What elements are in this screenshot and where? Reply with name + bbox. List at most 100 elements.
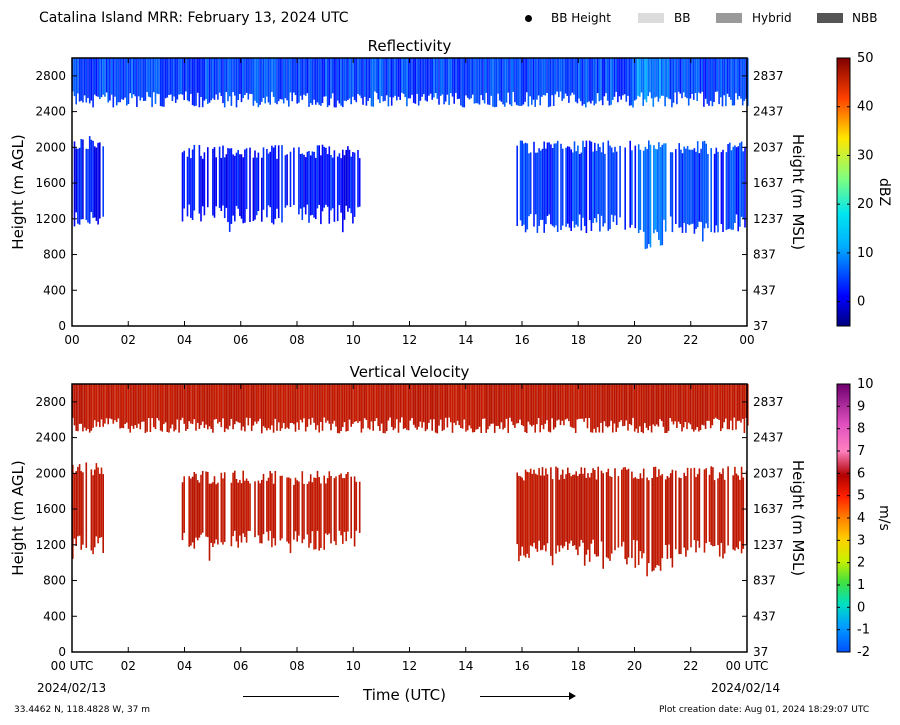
y-tick-label-right: 1237 [753,212,784,226]
data-column [423,58,425,95]
data-column [358,481,361,533]
data-column [637,58,639,96]
data-column [669,58,671,100]
data-column [682,58,685,93]
data-column [80,58,82,101]
page-title: Catalina Island MRR: February 13, 2024 U… [39,10,349,26]
data-column [573,58,575,95]
data-column [212,482,214,547]
creation-date: Plot creation date: Aug 01, 2024 18:29:0… [659,705,870,715]
data-column [399,58,401,100]
data-column [303,154,305,208]
data-column [379,384,381,431]
data-column [615,384,617,432]
data-column [615,58,617,92]
data-column [722,149,724,232]
data-column [569,384,572,427]
data-column [320,483,322,548]
data-column [75,148,77,213]
data-column [369,58,371,98]
data-column [650,58,653,99]
data-column [625,58,628,102]
data-column [743,384,746,433]
colorbar-tick-label: 30 [857,148,874,163]
data-column [526,471,529,554]
data-column [588,140,591,221]
data-column [404,384,406,429]
data-column [274,58,277,103]
data-column [82,58,84,103]
data-column [149,384,152,432]
data-column [649,58,651,93]
data-column [725,58,727,107]
data-column [649,384,651,426]
data-column [261,58,263,102]
data-column [284,155,287,208]
data-column [586,384,589,429]
data-column [166,384,169,432]
x-tick-label: 00 [64,333,79,347]
data-column [173,384,175,432]
data-column [426,58,428,102]
data-column [453,384,455,423]
data-column [186,58,189,101]
data-column [502,384,504,430]
data-column [242,157,244,224]
data-column [575,151,577,225]
y-tick-label-right: 837 [753,248,776,262]
data-column [239,479,241,536]
data-column [691,149,694,224]
data-column [600,152,603,216]
data-column [537,384,540,418]
data-column [210,384,212,429]
data-column [107,384,109,425]
data-column [461,384,464,429]
data-column [328,471,331,534]
data-column [674,384,676,422]
data-column [468,384,471,426]
data-column [686,384,688,430]
data-column [543,141,545,233]
data-column [718,384,720,420]
data-column [713,58,715,102]
y-axis-label-right: Height (m MSL) [789,460,807,576]
data-column [372,384,374,431]
data-column [696,58,698,101]
data-column [542,58,545,95]
data-column [644,146,647,250]
data-column [657,58,660,102]
data-column [372,58,374,107]
data-column [72,384,74,418]
data-column [353,58,356,101]
data-column [664,58,666,107]
data-column [630,58,633,106]
data-column [609,145,611,230]
data-column [653,145,655,234]
data-column [723,384,725,423]
data-column [301,471,304,544]
data-column [443,384,445,430]
data-column [353,476,356,547]
data-column [387,58,390,107]
y-tick-label: 800 [43,248,66,262]
data-column [73,473,76,539]
data-column [585,477,588,555]
data-column [451,58,454,97]
data-column [259,58,261,105]
data-column [493,58,496,108]
data-column [528,153,530,217]
data-column [276,58,278,105]
data-column [132,384,135,429]
data-column [83,384,86,428]
data-column [567,467,569,550]
legend-label-bb-height: BB Height [551,11,611,25]
data-column [733,58,736,106]
data-column [556,384,558,421]
data-column [288,477,290,544]
data-column [671,469,674,568]
data-column [97,142,99,225]
data-column [735,384,737,430]
data-column [348,149,351,209]
data-column [605,384,607,427]
data-column [78,384,81,424]
